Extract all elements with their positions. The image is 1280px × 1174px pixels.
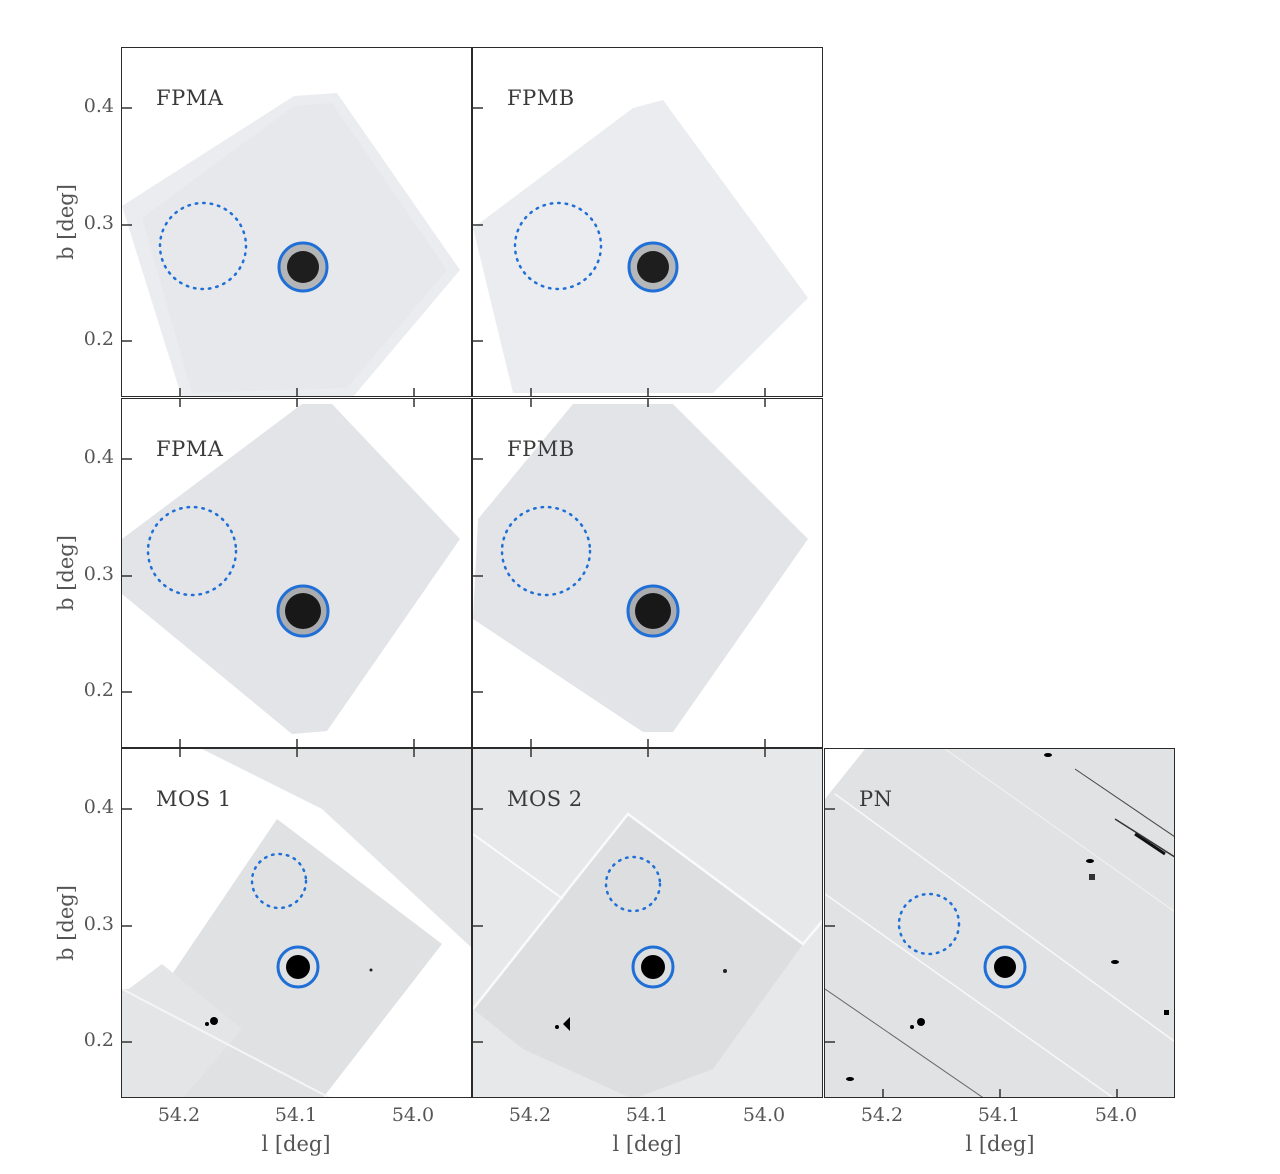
x-tick-label: 54.0 [742,1104,786,1126]
panel-mos2: MOS 2 [472,748,823,1098]
nustar-image [473,399,808,747]
nustar-image [122,93,460,396]
x-tick-label: 54.0 [1094,1104,1138,1126]
panel-fpma-middle: FPMA [121,398,472,748]
panel-label: FPMB [507,437,575,461]
y-tick-label: 0.4 [83,95,114,117]
x-tick-label: 54.0 [391,1104,435,1126]
panel-label: MOS 1 [156,787,232,811]
y-axis-label: b [deg] [54,885,78,961]
x-axis-label: l [deg] [261,1132,331,1156]
nustar-image [122,399,460,747]
x-tick-label: 54.2 [860,1104,904,1126]
x-tick-label: 54.2 [157,1104,201,1126]
panel-pn: PN [824,748,1175,1098]
x-axis-label: l [deg] [965,1132,1035,1156]
panel-fpmb-top: FPMB [472,47,823,397]
y-tick-label: 0.2 [83,679,114,701]
y-tick-label: 0.3 [83,212,114,234]
y-tick-label: 0.4 [83,446,114,468]
xmm-image [473,749,822,1097]
panel-mos1: MOS 1 [121,748,472,1098]
x-tick-label: 54.2 [508,1104,552,1126]
x-tick-label: 54.1 [977,1104,1021,1126]
y-axis-label: b [deg] [54,535,78,611]
panel-fpma-top: FPMA [121,47,472,397]
y-tick-label: 0.2 [83,328,114,350]
panel-fpmb-middle: FPMB [472,398,823,748]
x-axis-label: l [deg] [612,1132,682,1156]
panel-label: PN [859,787,893,811]
panel-label: FPMA [156,86,224,110]
xmm-image [825,749,1174,1097]
y-axis-label: b [deg] [54,184,78,260]
panel-label: FPMA [156,437,224,461]
xmm-image [122,749,471,1097]
y-tick-label: 0.3 [83,563,114,585]
x-tick-label: 54.1 [274,1104,318,1126]
panel-label: MOS 2 [507,787,583,811]
y-tick-label: 0.4 [83,796,114,818]
y-tick-label: 0.2 [83,1029,114,1051]
panel-label: FPMB [507,86,575,110]
nustar-image [473,100,808,396]
x-tick-label: 54.1 [625,1104,669,1126]
y-tick-label: 0.3 [83,913,114,935]
